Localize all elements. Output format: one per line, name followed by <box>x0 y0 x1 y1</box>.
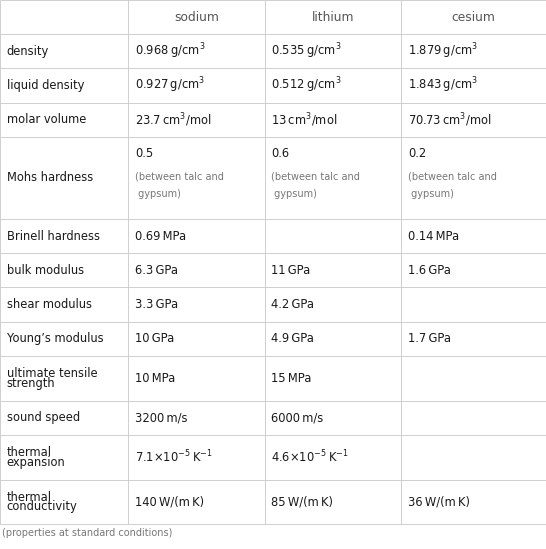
Text: 36 W/(m K): 36 W/(m K) <box>408 495 470 508</box>
Text: 1.879 g/cm$^3$: 1.879 g/cm$^3$ <box>408 42 478 61</box>
Text: 0.5: 0.5 <box>135 147 153 160</box>
Text: gypsum): gypsum) <box>135 189 181 199</box>
Text: (between talc and: (between talc and <box>408 171 497 181</box>
Text: density: density <box>7 45 49 58</box>
Text: liquid density: liquid density <box>7 79 84 92</box>
Text: molar volume: molar volume <box>7 113 86 126</box>
Text: 1.7 GPa: 1.7 GPa <box>408 332 451 345</box>
Text: 1.6 GPa: 1.6 GPa <box>408 264 451 277</box>
Text: 6000 m/s: 6000 m/s <box>271 411 324 424</box>
Text: 0.69 MPa: 0.69 MPa <box>135 229 186 243</box>
Text: 0.6: 0.6 <box>271 147 289 160</box>
Text: 70.73 cm$^3$/mol: 70.73 cm$^3$/mol <box>408 111 491 128</box>
Text: 4.9 GPa: 4.9 GPa <box>271 332 314 345</box>
Text: expansion: expansion <box>7 456 66 469</box>
Text: thermal: thermal <box>7 446 51 459</box>
Text: gypsum): gypsum) <box>271 189 317 199</box>
Text: 85 W/(m K): 85 W/(m K) <box>271 495 334 508</box>
Text: strength: strength <box>7 377 55 390</box>
Text: 140 W/(m K): 140 W/(m K) <box>135 495 204 508</box>
Text: Brinell hardness: Brinell hardness <box>7 229 99 243</box>
Text: (between talc and: (between talc and <box>271 171 360 181</box>
Text: (between talc and: (between talc and <box>135 171 224 181</box>
Text: 3.3 GPa: 3.3 GPa <box>135 298 178 311</box>
Text: 0.512 g/cm$^3$: 0.512 g/cm$^3$ <box>271 76 342 96</box>
Text: 4.2 GPa: 4.2 GPa <box>271 298 314 311</box>
Text: Mohs hardness: Mohs hardness <box>7 171 93 184</box>
Text: 3200 m/s: 3200 m/s <box>135 411 187 424</box>
Text: cesium: cesium <box>452 10 496 24</box>
Text: 1.843 g/cm$^3$: 1.843 g/cm$^3$ <box>408 76 478 96</box>
Text: thermal: thermal <box>7 490 51 503</box>
Text: conductivity: conductivity <box>7 500 78 513</box>
Text: sound speed: sound speed <box>7 411 80 424</box>
Text: gypsum): gypsum) <box>408 189 454 199</box>
Text: 11 GPa: 11 GPa <box>271 264 311 277</box>
Text: 15 MPa: 15 MPa <box>271 372 312 385</box>
Text: sodium: sodium <box>174 10 219 24</box>
Text: 13 cm$^3$/mol: 13 cm$^3$/mol <box>271 111 338 128</box>
Text: 6.3 GPa: 6.3 GPa <box>135 264 178 277</box>
Text: bulk modulus: bulk modulus <box>7 264 84 277</box>
Text: Young’s modulus: Young’s modulus <box>7 332 103 345</box>
Text: 7.1×10$^{-5}$ K$^{-1}$: 7.1×10$^{-5}$ K$^{-1}$ <box>135 449 213 466</box>
Text: 0.927 g/cm$^3$: 0.927 g/cm$^3$ <box>135 76 205 96</box>
Text: 0.535 g/cm$^3$: 0.535 g/cm$^3$ <box>271 42 342 61</box>
Text: 23.7 cm$^3$/mol: 23.7 cm$^3$/mol <box>135 111 211 128</box>
Text: 4.6×10$^{-5}$ K$^{-1}$: 4.6×10$^{-5}$ K$^{-1}$ <box>271 449 349 466</box>
Text: 0.968 g/cm$^3$: 0.968 g/cm$^3$ <box>135 42 205 61</box>
Text: shear modulus: shear modulus <box>7 298 92 311</box>
Text: 0.14 MPa: 0.14 MPa <box>408 229 459 243</box>
Text: (properties at standard conditions): (properties at standard conditions) <box>2 528 172 537</box>
Text: 10 MPa: 10 MPa <box>135 372 175 385</box>
Text: 0.2: 0.2 <box>408 147 426 160</box>
Text: ultimate tensile: ultimate tensile <box>7 367 97 380</box>
Text: lithium: lithium <box>312 10 354 24</box>
Text: 10 GPa: 10 GPa <box>135 332 174 345</box>
